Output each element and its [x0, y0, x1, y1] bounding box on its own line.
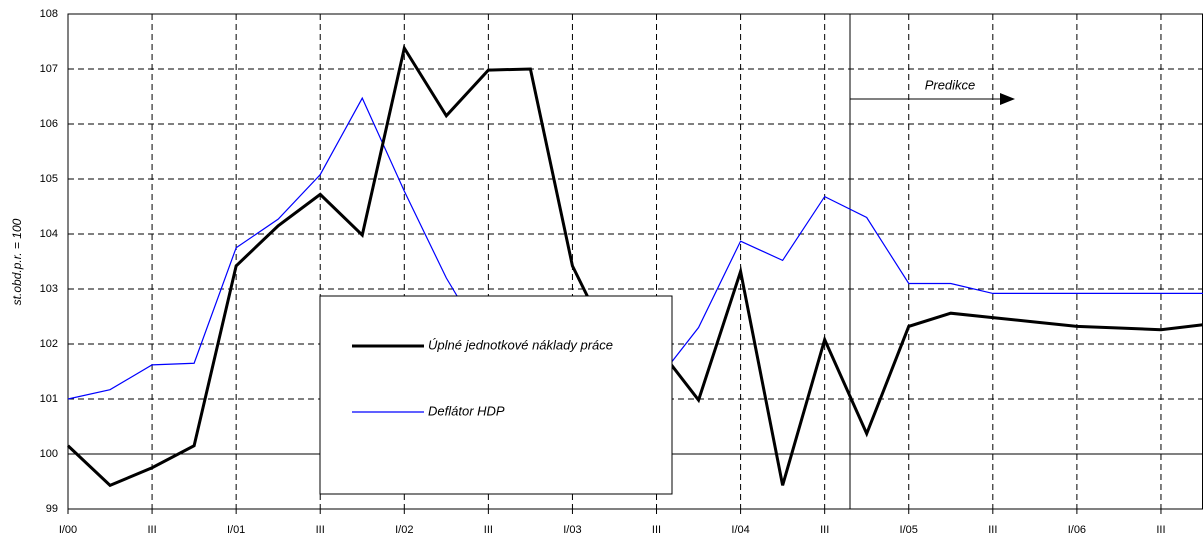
x-tick-label: I/01 [227, 524, 245, 536]
x-tick-label: I/02 [395, 524, 413, 536]
y-tick-label: 103 [40, 283, 58, 295]
y-tick-label: 106 [40, 118, 58, 130]
y-tick-label: 108 [40, 8, 58, 20]
x-tick-label: III [988, 524, 997, 536]
y-tick-label: 99 [46, 503, 58, 515]
x-tick-label: III [147, 524, 156, 536]
annotation: Predikce [925, 77, 976, 92]
y-tick-label: 107 [40, 63, 58, 75]
x-tick-label: III [1156, 524, 1165, 536]
x-tick-label: III [652, 524, 661, 536]
legend-label: Deflátor HDP [428, 403, 505, 418]
x-tick-label: III [484, 524, 493, 536]
x-tick-label: I/04 [731, 524, 749, 536]
y-tick-label: 102 [40, 338, 58, 350]
y-tick-label: 100 [40, 448, 58, 460]
y-tick-label: 104 [40, 228, 58, 240]
x-tick-label: III [820, 524, 829, 536]
legend-label: Úplné jednotkové náklady práce [428, 337, 613, 352]
x-tick-label: I/00 [59, 524, 77, 536]
arrow-head [1000, 93, 1015, 105]
y-tick-label: 105 [40, 173, 58, 185]
x-tick-label: I/05 [900, 524, 918, 536]
plot: 99 100 101 102 103 104 105 106 107 108 I/00 III I/01… [40, 8, 1203, 536]
y-axis-label: st.obd.p.r. = 100 [10, 218, 24, 305]
x-tick-label: I/03 [563, 524, 581, 536]
x-tick-label: I/06 [1068, 524, 1086, 536]
legend [319, 295, 673, 495]
x-tick-label: III [316, 524, 325, 536]
y-tick-label: 101 [40, 393, 58, 405]
